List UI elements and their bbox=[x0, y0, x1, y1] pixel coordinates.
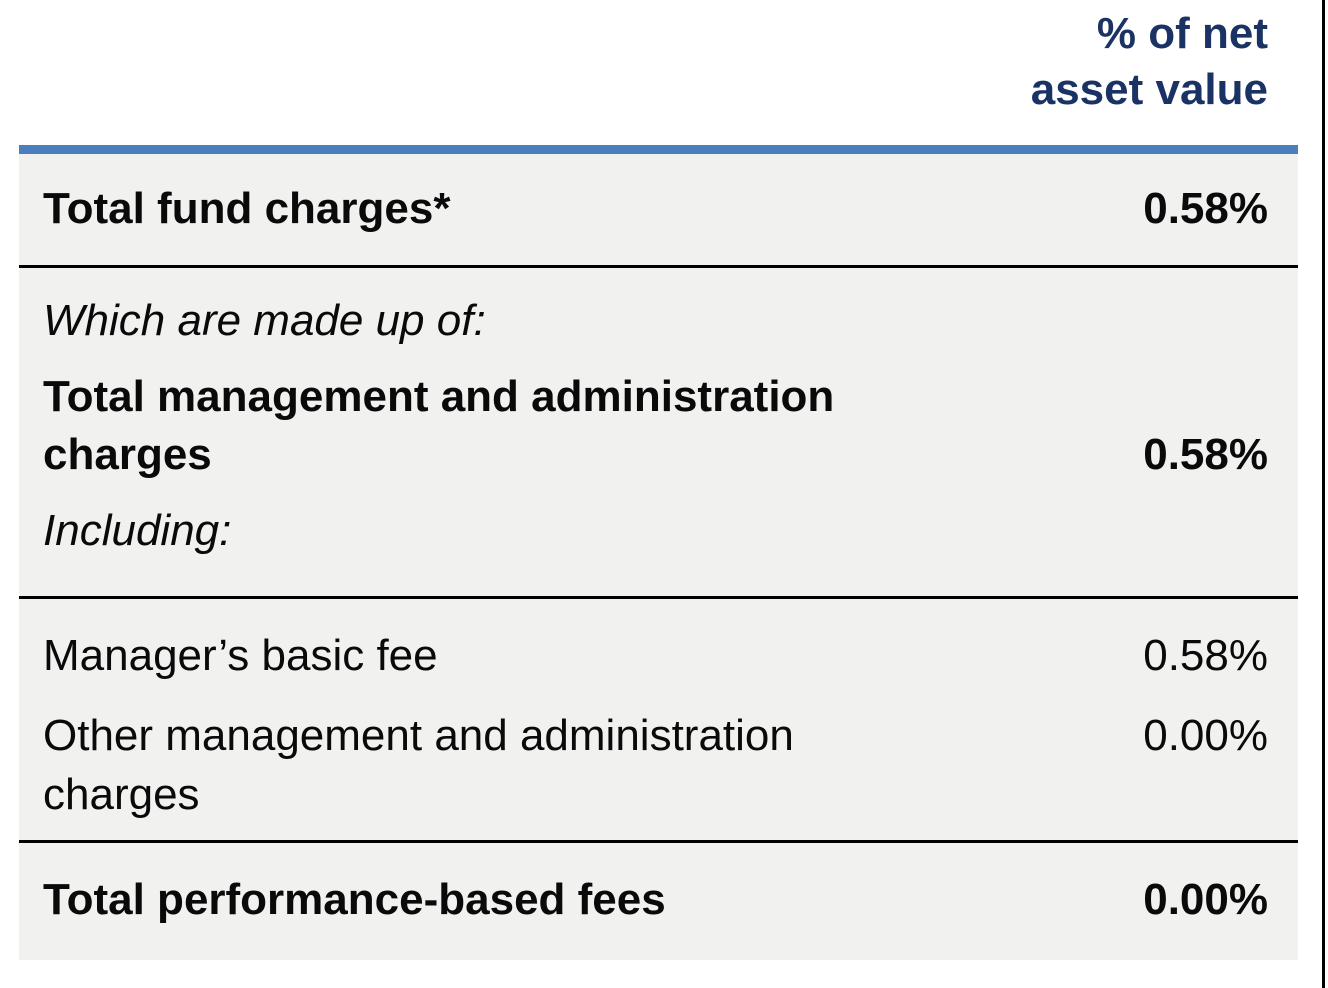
row-label-total-performance-fees: Total performance-based fees bbox=[43, 874, 666, 924]
note-including: Including: bbox=[43, 506, 232, 556]
divider bbox=[19, 839, 1298, 843]
section-component-fees: Manager’s basic fee 0.58% Other manageme… bbox=[19, 599, 1298, 839]
table-row: Total management and administration char… bbox=[43, 368, 1268, 484]
column-header-net-asset-value: % of net asset value bbox=[19, 0, 1298, 145]
row-value-total-fund-charges: 0.58% bbox=[1143, 184, 1268, 233]
note-which-are-made-up-of: Which are made up of: bbox=[43, 296, 486, 346]
row-label-managers-basic-fee: Manager’s basic fee bbox=[43, 631, 438, 681]
column-header-line1: % of net bbox=[1096, 9, 1268, 58]
table-row: Other management and administration char… bbox=[43, 707, 1268, 823]
accent-bar bbox=[19, 145, 1298, 154]
section-total-fund-charges: Total fund charges* 0.58% bbox=[19, 154, 1298, 265]
section-performance-fees: Total performance-based fees 0.00% bbox=[19, 843, 1298, 960]
row-label-total-fund-charges: Total fund charges* bbox=[43, 184, 451, 233]
row-value-total-performance-fees: 0.00% bbox=[1143, 874, 1268, 924]
row-label-other-management-admin: Other management and administration char… bbox=[43, 711, 794, 819]
row-value-other-management-admin: 0.00% bbox=[1143, 711, 1268, 761]
table-row: Total performance-based fees 0.00% bbox=[43, 871, 1268, 929]
table-body: Total fund charges* 0.58% Which are made… bbox=[19, 154, 1298, 960]
row-value-managers-basic-fee: 0.58% bbox=[1143, 631, 1268, 681]
table-row: Total fund charges* 0.58% bbox=[43, 180, 1268, 238]
charges-table: % of net asset value Total fund charges*… bbox=[19, 0, 1298, 960]
table-row: Manager’s basic fee 0.58% bbox=[43, 627, 1268, 685]
divider bbox=[19, 265, 1298, 269]
column-header-line2: asset value bbox=[1030, 64, 1268, 114]
row-value-total-management-admin: 0.58% bbox=[1143, 430, 1268, 480]
section-breakdown: Which are made up of: Total management a… bbox=[19, 268, 1298, 596]
row-label-total-management-admin: Total management and administration char… bbox=[43, 372, 835, 480]
divider bbox=[19, 596, 1298, 600]
page-right-border bbox=[1322, 0, 1325, 988]
